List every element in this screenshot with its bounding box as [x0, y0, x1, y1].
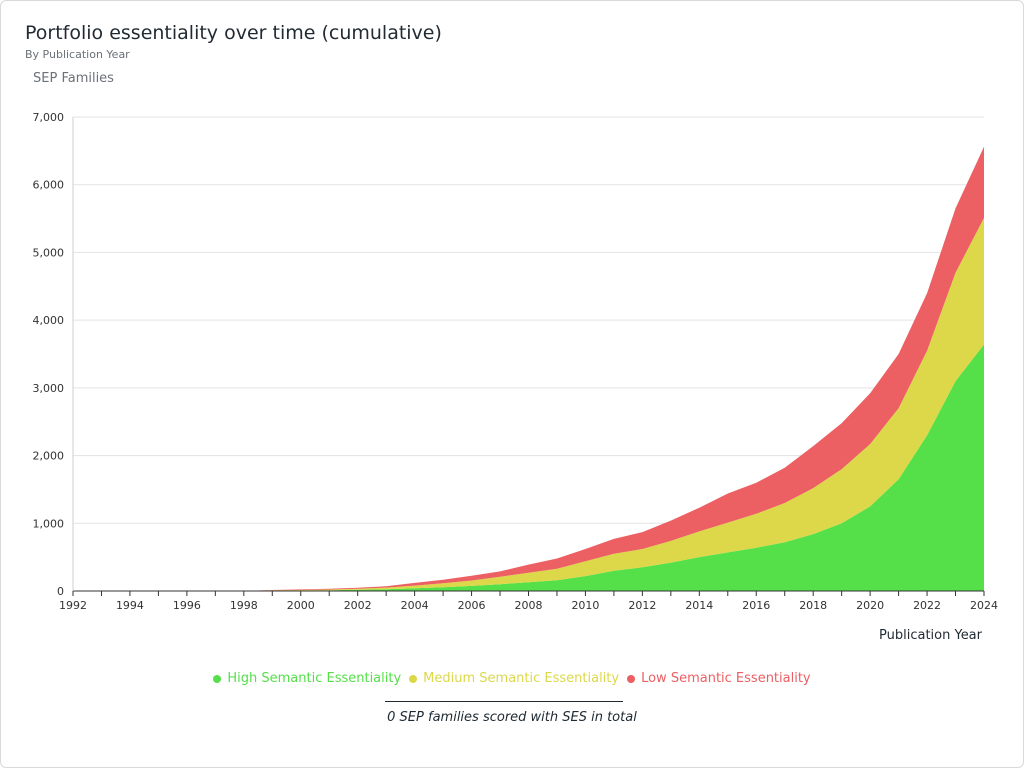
y-tick-label: 0 — [57, 585, 64, 598]
y-tick-label: 3,000 — [33, 382, 65, 395]
y-tick-label: 4,000 — [33, 314, 65, 327]
y-tick-label: 6,000 — [33, 179, 65, 192]
legend-label: Low Semantic Essentiality — [641, 671, 811, 686]
legend-label: High Semantic Essentiality — [227, 671, 402, 686]
legend-swatch — [213, 674, 222, 683]
x-tick-label: 2006 — [458, 599, 486, 612]
x-tick-label: 2016 — [742, 599, 770, 612]
x-tick-label: 2012 — [628, 599, 656, 612]
y-axis-title: SEP Families — [33, 71, 114, 86]
y-tick-label: 5,000 — [33, 246, 65, 259]
legend-item[interactable]: Low Semantic Essentiality — [627, 671, 811, 686]
x-tick-label: 2020 — [856, 599, 884, 612]
x-tick-label: 2024 — [970, 599, 998, 612]
chart-legend: High Semantic Essentiality Medium Semanti… — [0, 671, 1024, 687]
series-area-1 — [73, 344, 984, 591]
x-tick-label: 1998 — [230, 599, 258, 612]
x-tick-label: 2000 — [287, 599, 315, 612]
legend-item[interactable]: High Semantic Essentiality — [213, 671, 401, 686]
x-tick-label: 1994 — [116, 599, 144, 612]
y-tick-label: 2,000 — [33, 450, 65, 463]
x-tick-label: 1996 — [173, 599, 201, 612]
y-tick-label: 7,000 — [33, 111, 65, 124]
x-tick-label: 2008 — [515, 599, 543, 612]
chart-title: Portfolio essentiality over time (cumula… — [25, 22, 442, 44]
x-tick-label: 2002 — [344, 599, 372, 612]
legend-swatch — [409, 674, 418, 683]
y-tick-label: 1,000 — [33, 517, 65, 530]
legend-label: Medium Semantic Essentiality — [423, 671, 620, 686]
x-tick-label: 2014 — [685, 599, 713, 612]
x-axis-title: Publication Year — [879, 628, 982, 643]
legend-item[interactable]: Medium Semantic Essentiality — [409, 671, 619, 686]
x-tick-label: 2018 — [799, 599, 827, 612]
x-tick-label: 2010 — [571, 599, 599, 612]
footnote: 0 SEP families scored with SES in total — [387, 710, 637, 725]
x-tick-label: 2004 — [401, 599, 429, 612]
x-tick-label: 1992 — [59, 599, 87, 612]
footnote-divider — [385, 701, 623, 702]
legend-swatch — [627, 674, 636, 683]
chart-subtitle: By Publication Year — [25, 48, 130, 61]
x-tick-label: 2022 — [913, 599, 941, 612]
area-chart: 0 1,000 2,000 3,000 4,000 5,000 6,000 7,000 1992… — [33, 111, 999, 612]
